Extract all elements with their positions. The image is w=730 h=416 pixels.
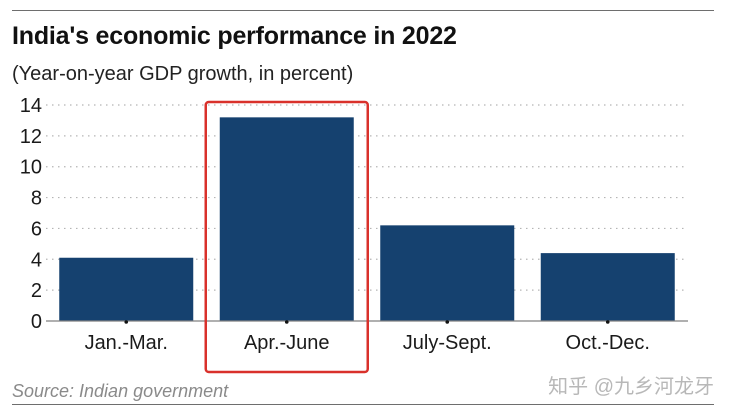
top-rule: [12, 10, 714, 11]
x-tick-mark: [605, 320, 610, 324]
y-tick-labels: 0 2 4 6 8 10 12 14: [20, 95, 42, 333]
y-tick-label: 10: [20, 157, 42, 179]
x-tick-label: Apr.-June: [244, 332, 330, 354]
watermark: 知乎 @九乡河龙牙: [548, 376, 714, 398]
chart-title: India's economic performance in 2022: [12, 22, 457, 50]
source-note: Source: Indian government: [12, 381, 229, 401]
x-tick-label: July-Sept.: [403, 332, 492, 354]
x-tick-labels: Jan.-Mar. Apr.-June July-Sept. Oct.-Dec.: [85, 320, 650, 354]
x-tick-label: Jan.-Mar.: [85, 332, 168, 354]
bar: [59, 257, 194, 321]
x-tick-label: Oct.-Dec.: [566, 332, 650, 354]
y-tick-label: 12: [20, 126, 42, 148]
x-tick-mark: [284, 320, 289, 324]
highlight-box: [204, 100, 369, 374]
y-tick-label: 8: [31, 188, 42, 210]
y-tick-label: 4: [31, 249, 42, 271]
x-tick-mark: [124, 320, 129, 324]
bar: [540, 253, 675, 321]
y-tick-label: 0: [31, 311, 42, 333]
chart-subtitle: (Year-on-year GDP growth, in percent): [12, 63, 354, 85]
x-tick-mark: [445, 320, 450, 324]
bar: [219, 117, 354, 321]
y-tick-label: 14: [20, 95, 42, 117]
bars: [59, 117, 675, 321]
y-tick-label: 2: [31, 280, 42, 302]
bar: [380, 225, 515, 321]
y-tick-label: 6: [31, 218, 42, 240]
bottom-rule: [12, 404, 714, 405]
